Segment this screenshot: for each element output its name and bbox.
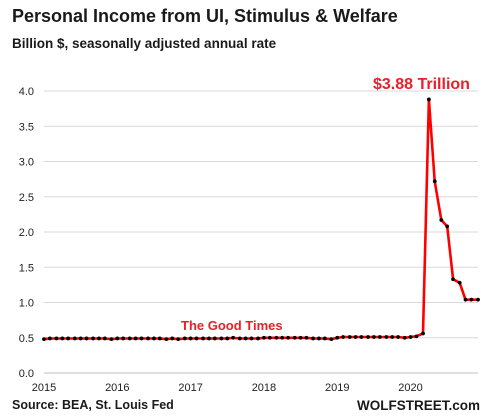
data-point	[109, 337, 114, 342]
data-point	[353, 335, 358, 339]
data-point	[469, 297, 474, 302]
y-tick-label: 0.5	[19, 333, 34, 345]
data-point	[421, 331, 425, 336]
data-point	[146, 336, 151, 341]
data-point	[42, 337, 46, 342]
x-tick-label: 2020	[398, 382, 422, 394]
data-point	[72, 336, 77, 341]
x-tick-label: 2017	[178, 382, 202, 394]
brand-label: WOLFSTREET.com	[356, 398, 480, 413]
good-times-annotation: The Good Times	[181, 318, 283, 333]
y-tick-label: 4.0	[19, 86, 34, 98]
data-point	[274, 335, 279, 340]
data-point	[133, 336, 138, 341]
data-point	[317, 336, 321, 341]
data-point	[341, 335, 346, 339]
data-point	[286, 335, 291, 340]
data-point	[347, 335, 352, 339]
data-point	[91, 336, 96, 341]
data-point	[267, 335, 272, 340]
x-tick-label: 2019	[325, 382, 349, 394]
data-point	[311, 336, 315, 341]
data-point	[115, 336, 120, 341]
chart-subtitle: Billion $, seasonally adjusted annual ra…	[12, 36, 277, 51]
data-point	[371, 335, 376, 339]
data-point	[402, 335, 407, 340]
data-point	[127, 336, 132, 341]
data-point	[390, 335, 395, 339]
data-point	[359, 335, 364, 339]
data-point	[182, 336, 187, 341]
data-point	[207, 336, 211, 341]
data-point	[262, 335, 266, 340]
data-point	[256, 336, 260, 341]
series-line	[43, 98, 478, 341]
data-point	[212, 336, 217, 341]
data-point	[139, 336, 144, 341]
data-point	[84, 336, 89, 341]
data-point	[170, 336, 175, 341]
data-point	[176, 337, 181, 342]
data-point	[439, 218, 444, 222]
data-point	[329, 337, 334, 342]
data-point	[377, 335, 382, 339]
y-tick-label: 1.5	[19, 262, 34, 274]
data-point	[60, 336, 65, 341]
data-point	[432, 179, 437, 184]
x-tick-label: 2016	[105, 382, 129, 394]
data-point	[335, 335, 340, 340]
data-point	[304, 335, 309, 340]
data-point	[463, 297, 468, 302]
y-tick-label: 1.0	[19, 298, 34, 310]
data-point	[280, 335, 285, 340]
data-point	[243, 336, 248, 341]
data-point	[249, 336, 254, 341]
data-point	[408, 335, 413, 339]
data-point	[54, 336, 59, 341]
data-point	[194, 336, 199, 341]
data-point	[78, 336, 83, 341]
data-point	[457, 280, 462, 285]
y-tick-label: 3.5	[19, 121, 34, 133]
data-point	[201, 336, 205, 341]
data-point	[366, 335, 370, 339]
data-point	[188, 336, 193, 341]
data-point	[476, 297, 480, 302]
y-tick-label: 3.0	[19, 157, 34, 169]
chart-title: Personal Income from UI, Stimulus & Welf…	[12, 6, 398, 26]
data-point	[298, 335, 303, 340]
data-point	[152, 336, 156, 341]
peak-annotation: $3.88 Trillion	[373, 76, 470, 93]
data-point	[451, 277, 455, 282]
x-tick-label: 2018	[252, 382, 276, 394]
y-tick-label: 2.0	[19, 227, 34, 239]
y-tick-label: 0.0	[19, 368, 34, 380]
data-point	[164, 337, 169, 342]
data-point	[445, 224, 450, 229]
data-point	[225, 336, 230, 341]
data-point	[396, 335, 400, 339]
data-point	[102, 336, 107, 341]
data-point	[237, 336, 242, 341]
data-point	[157, 336, 162, 341]
data-point	[322, 336, 327, 341]
data-point	[426, 97, 431, 102]
data-point	[66, 336, 71, 341]
x-tick-label: 2015	[32, 382, 56, 394]
data-point	[121, 336, 126, 341]
source-note: Source: BEA, St. Louis Fed	[12, 398, 174, 412]
data-point	[47, 336, 52, 341]
data-point	[384, 335, 389, 339]
data-point	[231, 335, 236, 340]
data-point	[97, 336, 101, 341]
data-point	[292, 335, 297, 340]
data-point	[414, 334, 419, 339]
y-tick-label: 2.5	[19, 192, 34, 204]
data-point	[219, 336, 224, 341]
